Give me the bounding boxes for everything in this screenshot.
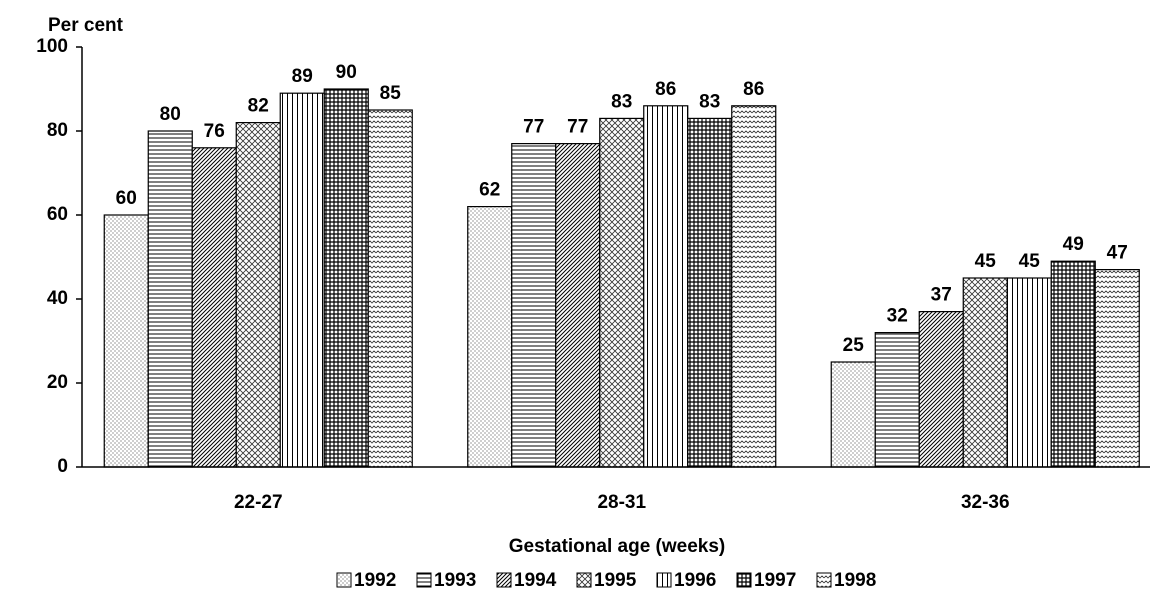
data-label: 89 [292, 66, 313, 87]
bar [918, 311, 964, 468]
bar [467, 206, 513, 468]
data-label: 80 [160, 104, 181, 125]
bar [147, 130, 193, 468]
data-label: 37 [931, 285, 952, 306]
y-tick-label: 0 [57, 456, 68, 477]
bar [1094, 269, 1140, 468]
bar [511, 143, 557, 468]
bar [279, 92, 325, 468]
bar [1006, 277, 1052, 468]
data-label: 32 [887, 306, 908, 327]
data-label: 86 [743, 79, 764, 100]
x-tick-label: 32-36 [961, 492, 1010, 513]
legend-swatch [736, 572, 752, 588]
bar [830, 361, 876, 468]
bar [323, 88, 369, 468]
data-label: 76 [204, 121, 225, 142]
data-label: 85 [380, 83, 402, 104]
legend-label: 1998 [834, 570, 876, 591]
bar [367, 109, 413, 468]
data-label: 83 [611, 91, 632, 112]
x-tick-label: 28-31 [597, 492, 646, 513]
bar [1050, 260, 1096, 468]
bar [687, 117, 733, 468]
data-label: 77 [567, 117, 588, 138]
legend-label: 1994 [514, 570, 557, 591]
legend-label: 1992 [354, 570, 396, 591]
y-tick-label: 20 [47, 372, 68, 393]
legend-label: 1995 [594, 570, 637, 591]
y-tick-label: 60 [47, 204, 68, 225]
legend-label: 1996 [674, 570, 716, 591]
data-label: 90 [336, 62, 357, 83]
legend-swatch [816, 572, 832, 588]
legend-swatch [416, 572, 432, 588]
bar [599, 117, 645, 468]
bar [643, 105, 689, 468]
data-label: 83 [699, 91, 720, 112]
legend-swatch [336, 572, 352, 588]
y-tick-label: 40 [47, 288, 68, 309]
bar [103, 214, 149, 468]
bar [555, 143, 601, 468]
y-tick-label: 100 [36, 36, 68, 57]
legend-swatch [496, 572, 512, 588]
legend-label: 1993 [434, 570, 476, 591]
data-label: 47 [1107, 243, 1128, 264]
legend-swatch [576, 572, 592, 588]
data-label: 60 [116, 188, 137, 209]
bar [731, 105, 777, 468]
data-label: 45 [975, 251, 997, 272]
data-label: 45 [1019, 251, 1041, 272]
data-label: 82 [248, 96, 269, 117]
bar [235, 121, 281, 468]
x-axis-label: Gestational age (weeks) [509, 536, 725, 557]
legend-swatch [656, 572, 672, 588]
legend-label: 1997 [754, 570, 796, 591]
bar [962, 277, 1008, 468]
data-label: 86 [655, 79, 676, 100]
data-label: 77 [523, 117, 544, 138]
data-label: 49 [1063, 234, 1084, 255]
data-label: 25 [843, 335, 865, 356]
x-tick-label: 22-27 [234, 492, 283, 513]
y-axis-label: Per cent [48, 15, 124, 36]
bar [874, 332, 920, 468]
data-label: 62 [479, 180, 500, 201]
bar [191, 147, 237, 468]
y-tick-label: 80 [47, 120, 68, 141]
